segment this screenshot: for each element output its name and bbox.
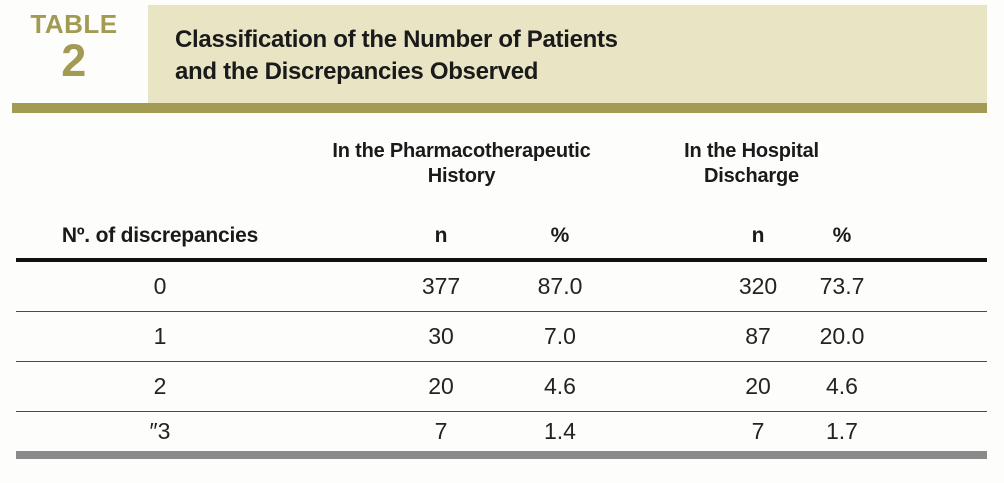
cell-discharge-pct: 73.7 — [819, 273, 865, 299]
row-label: 2 — [153, 373, 167, 399]
cell-history-pct: 7.0 — [544, 323, 576, 349]
table-row: ″3 7 1.4 7 1.7 — [16, 412, 987, 459]
cell-discharge-pct: 1.7 — [826, 418, 858, 444]
group2-line2: Discharge — [704, 165, 799, 187]
table-title-line1: Classification of the Number of Patients — [175, 26, 618, 53]
group-header-row: In the Pharmacotherapeutic History In th… — [16, 120, 987, 208]
column-header-discrepancies: Nº. of discrepancies — [61, 224, 259, 247]
row-label: ″3 — [149, 418, 171, 444]
table-row: 0 377 87.0 320 73.7 — [16, 262, 987, 312]
column-header-n-history: n — [434, 224, 448, 247]
cell-discharge-n: 20 — [745, 373, 771, 399]
cell-history-pct: 1.4 — [544, 418, 576, 444]
cell-discharge-pct: 4.6 — [826, 373, 858, 399]
table-label: TABLE 2 — [26, 10, 122, 84]
column-header-n-discharge: n — [751, 224, 765, 247]
table-label-word: TABLE — [30, 9, 118, 39]
table-title: Classification of the Number of Patients… — [175, 24, 618, 88]
group1-line2: History — [427, 165, 496, 187]
table-row: 1 30 7.0 87 20.0 — [16, 312, 987, 362]
cell-history-n: 20 — [428, 373, 454, 399]
cell-discharge-n: 7 — [751, 418, 765, 444]
cell-history-pct: 4.6 — [544, 373, 576, 399]
column-header-row: Nº. of discrepancies n % n % — [16, 208, 987, 262]
title-box: Classification of the Number of Patients… — [148, 5, 987, 103]
table-row: 2 20 4.6 20 4.6 — [16, 362, 987, 412]
cell-history-n: 377 — [421, 273, 461, 299]
column-header-pct-discharge: % — [832, 224, 852, 247]
cell-discharge-pct: 20.0 — [819, 323, 865, 349]
table-label-number: 2 — [61, 35, 87, 86]
cell-history-n: 30 — [428, 323, 454, 349]
row-label: 1 — [153, 323, 167, 349]
column-header-pct-history: % — [550, 224, 570, 247]
cell-discharge-n: 87 — [745, 323, 771, 349]
cell-discharge-n: 320 — [738, 273, 778, 299]
data-table: In the Pharmacotherapeutic History In th… — [16, 120, 987, 459]
header-divider-bar — [12, 103, 987, 113]
row-label: 0 — [153, 273, 167, 299]
table-title-line2: and the Discrepancies Observed — [175, 58, 539, 85]
cell-history-pct: 87.0 — [537, 273, 583, 299]
group1-line1: In the Pharmacotherapeutic — [332, 140, 591, 162]
group-header-hospital-discharge: In the Hospital Discharge — [619, 139, 884, 189]
group2-line1: In the Hospital — [684, 140, 819, 162]
cell-history-n: 7 — [434, 418, 448, 444]
group-header-pharmacotherapeutic: In the Pharmacotherapeutic History — [304, 139, 619, 189]
